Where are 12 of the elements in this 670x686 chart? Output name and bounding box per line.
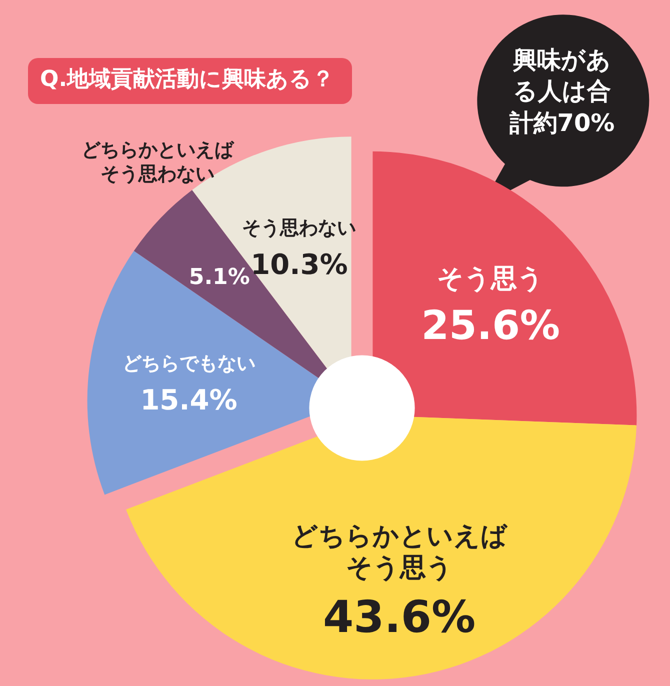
slice-label: どちらかといえばそう思わない bbox=[82, 139, 235, 186]
data-label: 43.6% bbox=[323, 592, 476, 643]
slice-label: どちらかといえばそう思う bbox=[291, 522, 508, 583]
data-label: 5.1% bbox=[188, 265, 250, 290]
slice-label: どちらでもない bbox=[122, 352, 256, 375]
data-label: 15.4% bbox=[140, 384, 238, 417]
text: 興味がある人は合計約70% bbox=[508, 45, 616, 139]
chart-title: Q.地域貢献活動に興味ある？ bbox=[28, 58, 352, 104]
data-label: 10.3% bbox=[250, 248, 348, 282]
slice-label: そう思う bbox=[437, 264, 544, 294]
data-label: 25.6% bbox=[421, 303, 560, 350]
slice-label: そう思わない bbox=[242, 217, 356, 240]
